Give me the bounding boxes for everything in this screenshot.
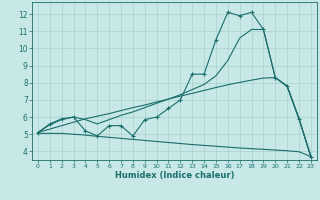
X-axis label: Humidex (Indice chaleur): Humidex (Indice chaleur) <box>115 171 234 180</box>
